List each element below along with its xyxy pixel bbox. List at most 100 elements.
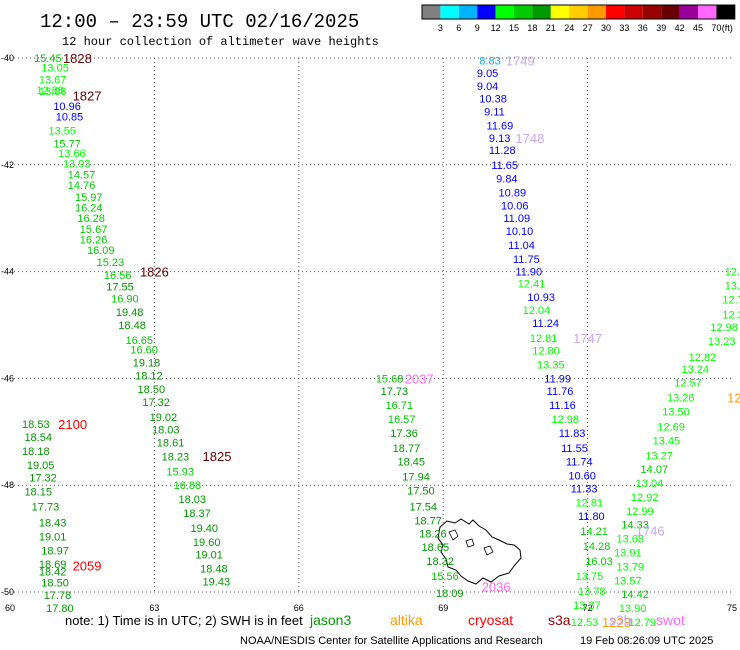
legend-swatch bbox=[550, 5, 570, 19]
legend-swatch bbox=[532, 5, 551, 19]
wave-height-label: 17.36 bbox=[390, 428, 418, 440]
legend-tick-label: 6 bbox=[456, 23, 461, 33]
wave-height-label: 11.55 bbox=[561, 443, 588, 455]
wave-height-label: 18.48 bbox=[200, 564, 228, 576]
wave-height-label: 16.71 bbox=[385, 400, 413, 412]
wave-height-label: 18.77 bbox=[414, 515, 442, 527]
wave-height-label: 18.42 bbox=[39, 567, 67, 579]
wave-height-label: 18.97 bbox=[41, 545, 69, 557]
wave-height-label: 9.84 bbox=[496, 174, 517, 186]
wave-height-label: 13.57 bbox=[614, 575, 642, 587]
legend-swatch bbox=[606, 5, 625, 19]
kerguelen-island-outline bbox=[437, 518, 522, 585]
wave-height-label: 10.60 bbox=[568, 471, 596, 483]
wave-height-label: 12.92 bbox=[631, 492, 659, 504]
legend-swatch bbox=[495, 5, 514, 19]
wave-height-label: 13.78 bbox=[578, 586, 606, 598]
wave-height-label: 9.13 bbox=[489, 133, 510, 145]
wave-height-label: 15.97 bbox=[75, 192, 103, 204]
wave-height-label: 13.28 bbox=[725, 280, 740, 292]
wave-height-label: 17.73 bbox=[381, 386, 409, 398]
wave-height-label: 19.02 bbox=[150, 412, 178, 424]
legend-tick-label: 70 bbox=[711, 23, 721, 33]
wave-height-label: 13.45 bbox=[653, 435, 681, 447]
wave-height-label: 13.37 bbox=[573, 600, 601, 612]
wave-height-label: 12.81 bbox=[576, 497, 604, 509]
pass-time-label: 1223 bbox=[602, 615, 631, 630]
wave-height-label: 9.05 bbox=[477, 68, 498, 80]
lon-tick-label: 75 bbox=[727, 603, 737, 613]
legend-swatch bbox=[679, 5, 698, 19]
wave-height-label: 12.69 bbox=[657, 421, 685, 433]
legend-swatch bbox=[569, 5, 588, 19]
wave-height-label: 12.57 bbox=[674, 378, 702, 390]
wave-height-label: 18.69 bbox=[39, 559, 67, 571]
wave-height-label: 13.91 bbox=[614, 547, 642, 559]
wave-height-label: 15.67 bbox=[80, 224, 108, 236]
legend-tick-label: 27 bbox=[583, 23, 593, 33]
wave-height-label: 18.48 bbox=[118, 320, 146, 332]
wave-height-label: 18.77 bbox=[393, 443, 421, 455]
wave-height-label: 17.55 bbox=[106, 282, 134, 294]
wave-height-label: 13.68 bbox=[616, 534, 644, 546]
wave-height-label: 11.90 bbox=[515, 267, 542, 279]
wave-height-label: 9.11 bbox=[484, 106, 505, 118]
wave-height-label: 18.53 bbox=[22, 419, 50, 431]
wave-height-label: 13.79 bbox=[616, 561, 644, 573]
wave-height-label: 18.45 bbox=[397, 457, 425, 469]
lat-lon-grid: 60 63 66 69 72 75 -40 -42 -44 -46 -48 -50 bbox=[1, 53, 737, 613]
wave-height-label: 14.57 bbox=[68, 169, 96, 181]
legend-tick-label: 24 bbox=[564, 23, 574, 33]
wave-height-label: 12.98 bbox=[710, 322, 738, 334]
wave-height-label: 10.96 bbox=[53, 101, 81, 113]
track-g: 12 bbox=[727, 391, 740, 406]
wave-height-label: 18.37 bbox=[183, 508, 211, 520]
wave-height-label: 17.80 bbox=[46, 603, 74, 615]
wave-height-label: 13.27 bbox=[645, 450, 673, 462]
lon-tick-label: 72 bbox=[583, 603, 593, 613]
wave-height-label: 13.93 bbox=[63, 159, 91, 171]
wave-height-label: 13.66 bbox=[58, 148, 86, 160]
wave-height-label: 13.26 bbox=[667, 393, 695, 405]
lat-tick-label: -40 bbox=[1, 53, 14, 63]
wave-height-label: 13.90 bbox=[619, 603, 647, 615]
wave-height-label: 16.60 bbox=[130, 345, 158, 357]
wave-height-label: 12.04 bbox=[523, 305, 551, 317]
legend-tick-label: 3 bbox=[438, 23, 443, 33]
wave-height-label: 15.23 bbox=[97, 257, 125, 269]
pass-time-label: 1747 bbox=[573, 331, 602, 346]
satellite-name: s3b bbox=[609, 612, 632, 628]
legend-swatch bbox=[661, 5, 680, 19]
map-title: 12:00 – 23:59 UTC 02/16/2025 bbox=[40, 11, 359, 33]
wave-height-label: 15.93 bbox=[166, 466, 194, 478]
wave-height-label: 11.33 bbox=[571, 483, 598, 495]
wave-height-label: 12.99 bbox=[626, 506, 654, 518]
wave-height-label: 16.65 bbox=[126, 335, 154, 347]
wave-height-label: 17.50 bbox=[407, 486, 435, 498]
wave-height-label: 18.12 bbox=[135, 371, 163, 383]
wave-height-label: 12.98 bbox=[552, 414, 580, 426]
legend-tick-label: 18 bbox=[527, 23, 537, 33]
lon-tick-label: 69 bbox=[438, 603, 448, 613]
legend-swatch bbox=[477, 5, 496, 19]
wave-height-label: 18.03 bbox=[152, 425, 180, 437]
wave-height-label: 17.73 bbox=[32, 502, 60, 514]
lon-tick-label: 66 bbox=[294, 603, 304, 613]
pass-time-label: 2059 bbox=[73, 558, 102, 573]
legend-tick-label: 42 bbox=[675, 23, 685, 33]
wave-height-label: 17.94 bbox=[402, 472, 430, 484]
wave-height-label: 12.79 bbox=[629, 617, 657, 629]
wave-height-label: 10.10 bbox=[506, 226, 534, 238]
legend-tick-label: 21 bbox=[546, 23, 556, 33]
lon-tick-label: 63 bbox=[149, 603, 159, 613]
wave-height-label: 11.04 bbox=[508, 240, 535, 252]
wave-height-label: 19.40 bbox=[191, 523, 219, 535]
pass-time-label: 1826 bbox=[140, 265, 169, 280]
legend-tick-label: 12 bbox=[491, 23, 501, 33]
wave-height-label: 11.75 bbox=[513, 254, 540, 266]
wave-height-label: 13.23 bbox=[708, 336, 736, 348]
